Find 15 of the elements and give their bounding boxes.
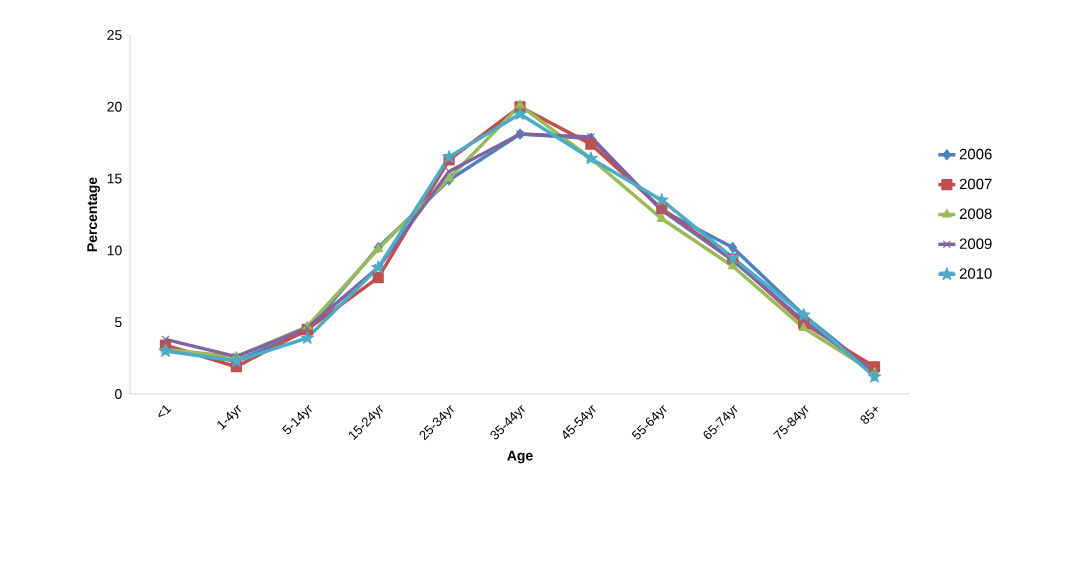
legend-label: 2006 — [959, 148, 992, 160]
x-tick-label: 85+ — [860, 406, 878, 424]
y-tick-label: 0 — [115, 389, 122, 399]
x-axis-title: Age — [507, 450, 533, 464]
y-tick-label: 25 — [107, 30, 122, 40]
y-tick-label: 15 — [107, 173, 122, 184]
legend-label: 2007 — [959, 178, 992, 190]
y-tick-label: 20 — [107, 101, 122, 112]
legend-label: 2009 — [959, 238, 992, 249]
legend-label: 2010 — [959, 268, 992, 279]
y-tick-label: 10 — [107, 245, 122, 256]
x-tick-label: <1 — [158, 405, 172, 417]
legend-label: 2008 — [959, 208, 992, 220]
y-tick-label: 5 — [115, 317, 122, 328]
y-axis-title: Percentage — [87, 177, 100, 252]
